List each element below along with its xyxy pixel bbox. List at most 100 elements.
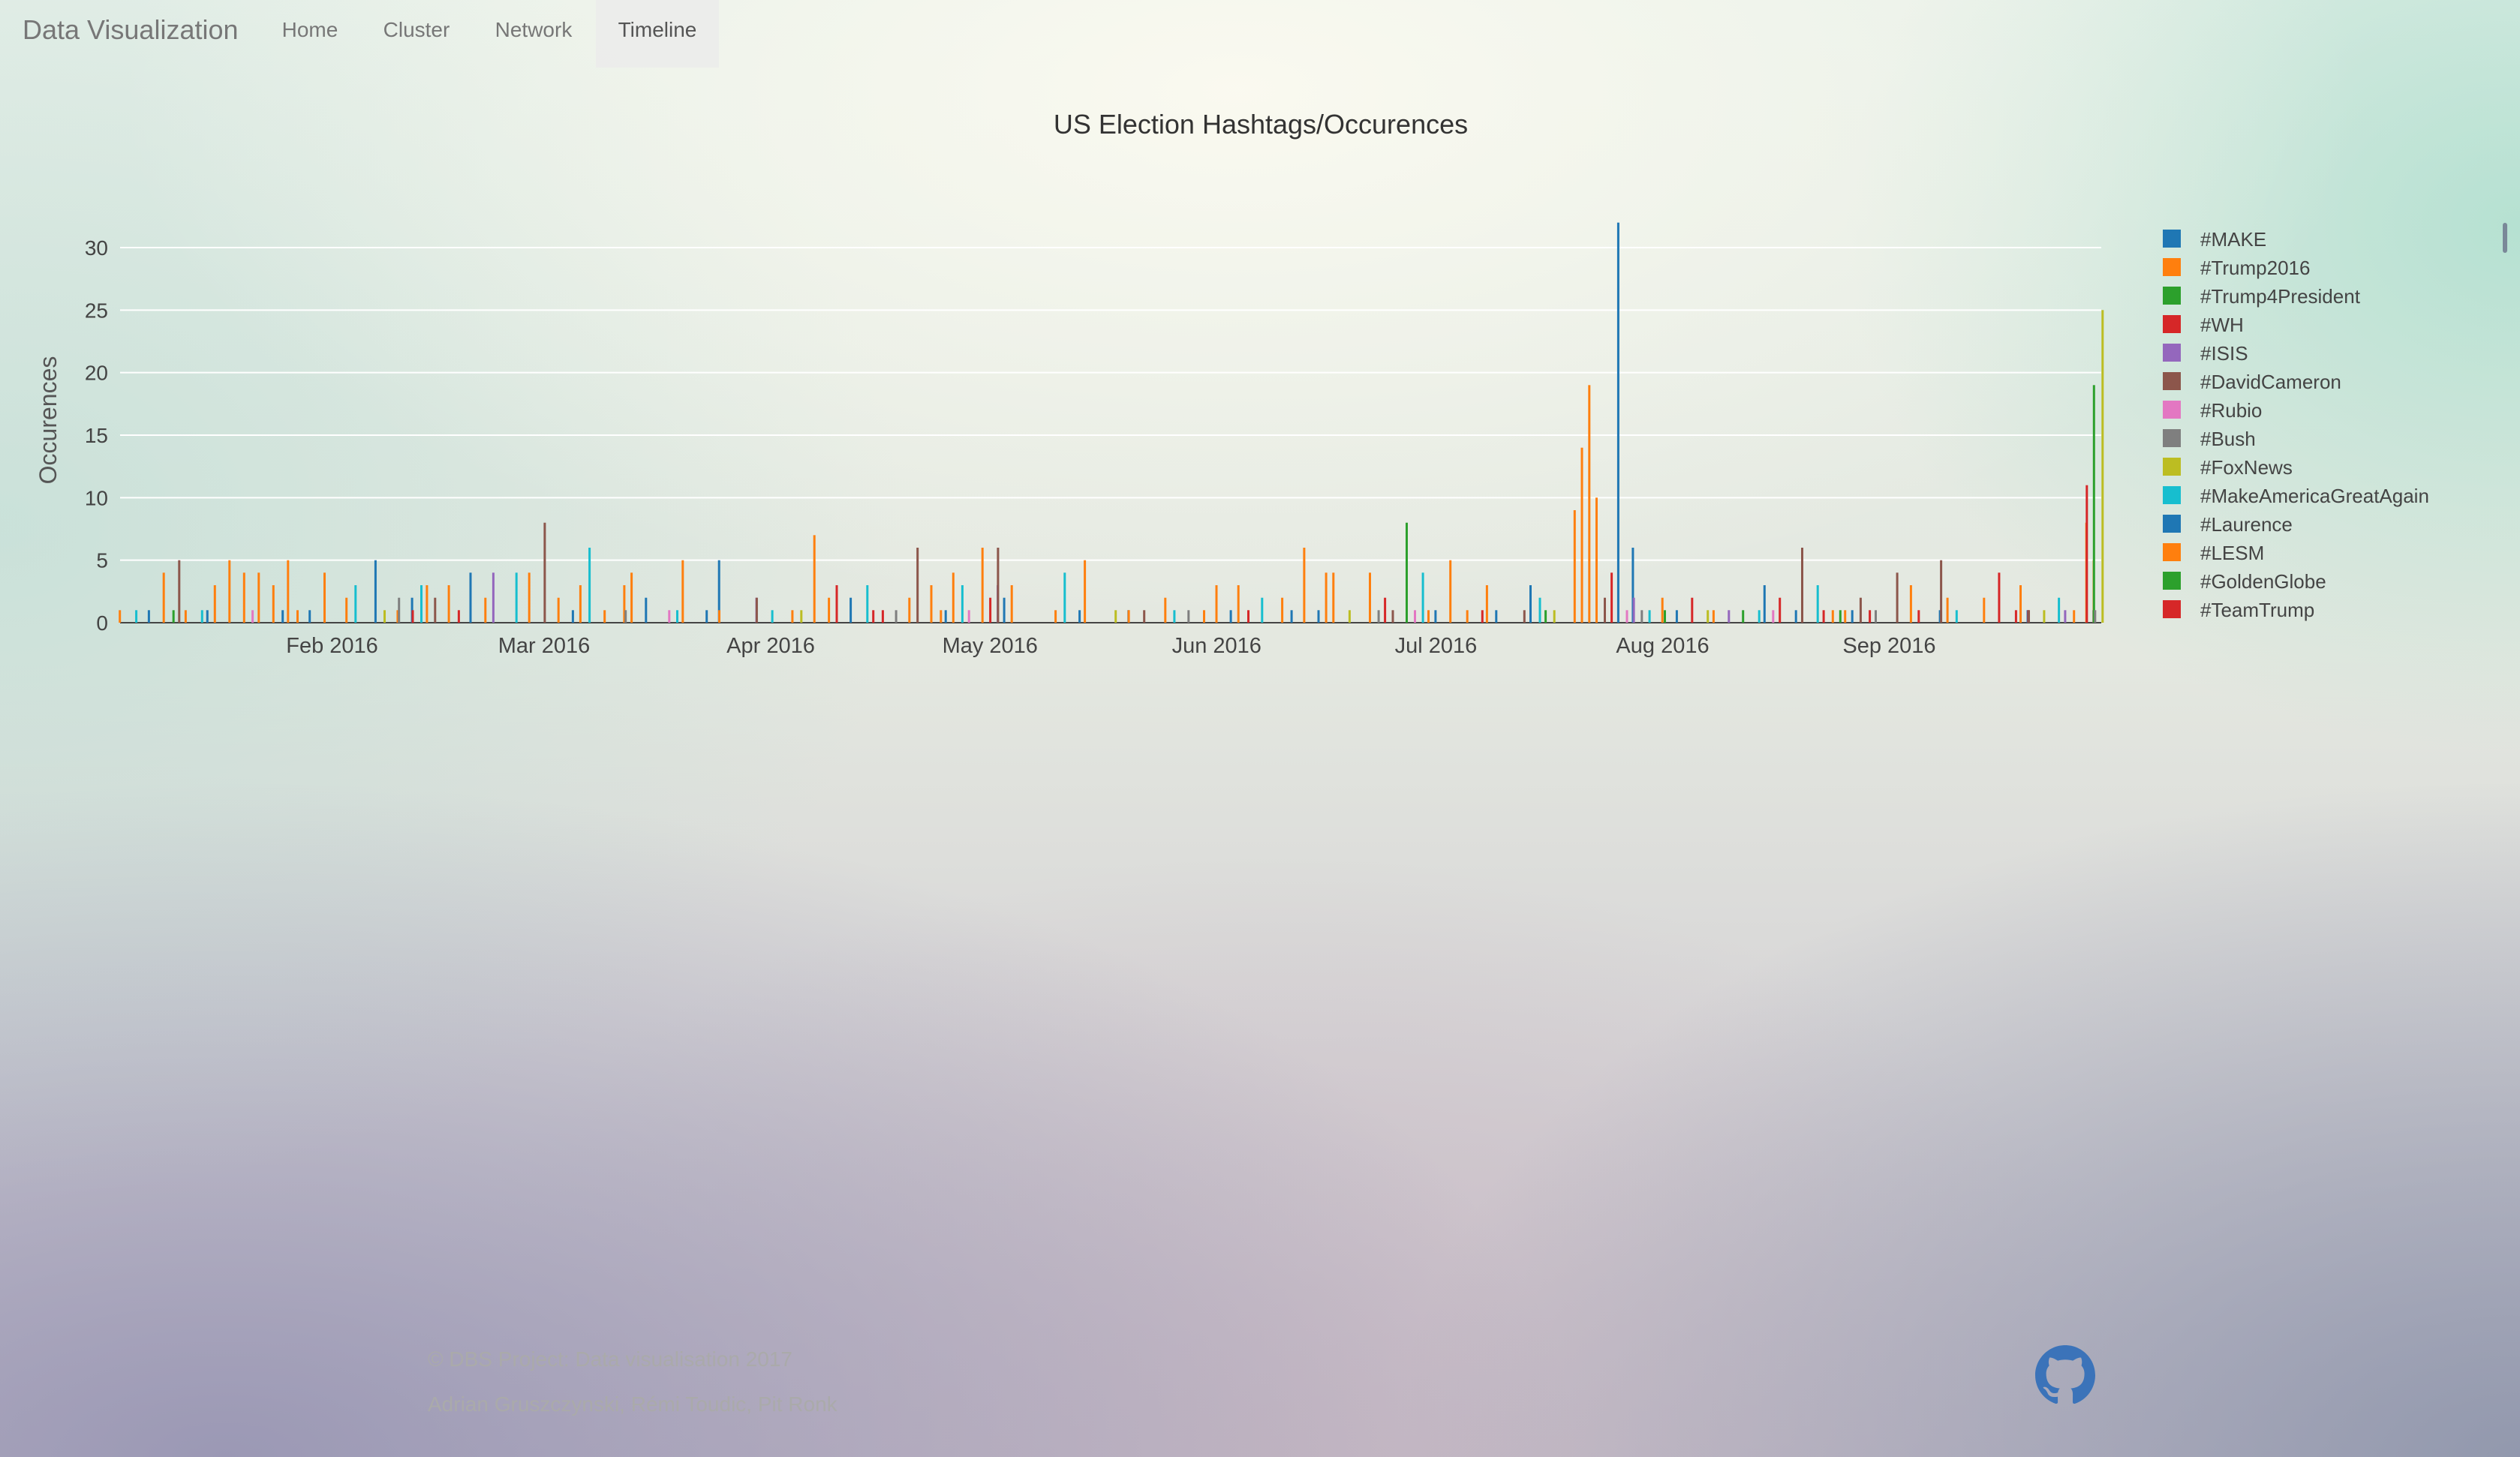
bar[interactable] — [676, 610, 678, 623]
bar[interactable] — [1054, 610, 1057, 623]
bar[interactable] — [1844, 610, 1847, 623]
bar[interactable] — [1648, 610, 1651, 623]
bar[interactable] — [961, 585, 964, 623]
bar[interactable] — [1348, 610, 1351, 623]
bar[interactable] — [1164, 597, 1167, 623]
bar[interactable] — [1707, 610, 1710, 623]
bar[interactable] — [308, 610, 311, 623]
bar[interactable] — [952, 572, 955, 623]
bar[interactable] — [2094, 610, 2097, 623]
bar[interactable] — [1616, 222, 1619, 623]
bar[interactable] — [396, 610, 399, 623]
bar[interactable] — [1580, 447, 1583, 623]
bar[interactable] — [1801, 548, 1803, 623]
legend-item[interactable]: #Laurence — [2163, 513, 2293, 536]
bar[interactable] — [2073, 610, 2076, 623]
bar[interactable] — [251, 610, 254, 623]
bar[interactable] — [1466, 610, 1469, 623]
bar[interactable] — [645, 597, 648, 623]
bar[interactable] — [681, 560, 684, 623]
bar[interactable] — [1317, 610, 1320, 623]
bar[interactable] — [1481, 610, 1484, 623]
bar[interactable] — [1391, 610, 1394, 623]
bar[interactable] — [1229, 610, 1232, 623]
bar[interactable] — [257, 572, 260, 623]
bar[interactable] — [1384, 597, 1387, 623]
bar[interactable] — [981, 548, 984, 623]
bar[interactable] — [771, 610, 774, 623]
bar[interactable] — [228, 560, 231, 623]
bar[interactable] — [1325, 572, 1328, 623]
bar[interactable] — [1909, 585, 1912, 623]
bar[interactable] — [374, 560, 377, 623]
bar[interactable] — [447, 585, 450, 623]
legend-item[interactable]: #GoldenGlobe — [2163, 570, 2326, 593]
bar[interactable] — [2101, 310, 2104, 623]
bar[interactable] — [1946, 597, 1949, 623]
bar[interactable] — [791, 610, 794, 623]
bar[interactable] — [1369, 572, 1371, 623]
bar[interactable] — [469, 572, 472, 623]
bar[interactable] — [178, 560, 181, 623]
bar[interactable] — [411, 610, 414, 623]
bar[interactable] — [1247, 610, 1249, 623]
bar[interactable] — [323, 572, 326, 623]
bar[interactable] — [528, 572, 531, 623]
bar[interactable] — [813, 535, 816, 623]
legend-item[interactable]: #Trump4President — [2163, 285, 2361, 308]
bar[interactable] — [1078, 610, 1081, 623]
legend-item[interactable]: #TeamTrump — [2163, 599, 2314, 621]
bar[interactable] — [866, 585, 869, 623]
bar[interactable] — [705, 610, 708, 623]
bar[interactable] — [718, 610, 720, 623]
bar[interactable] — [1940, 560, 1943, 623]
bar[interactable] — [1831, 610, 1834, 623]
bar[interactable] — [1661, 597, 1664, 623]
bar[interactable] — [1640, 610, 1643, 623]
legend-item[interactable]: #Bush — [2163, 428, 2256, 450]
bar[interactable] — [828, 597, 831, 623]
bar[interactable] — [1983, 597, 1986, 623]
bar[interactable] — [1588, 385, 1591, 623]
bar[interactable] — [557, 597, 560, 623]
bars[interactable] — [119, 222, 2104, 623]
bar[interactable] — [1203, 610, 1205, 623]
bar[interactable] — [354, 585, 357, 623]
bar[interactable] — [492, 572, 495, 623]
bar[interactable] — [1303, 548, 1306, 623]
bar[interactable] — [1290, 610, 1293, 623]
bar[interactable] — [1084, 560, 1087, 623]
bar[interactable] — [1955, 610, 1958, 623]
bar[interactable] — [2092, 385, 2095, 623]
bar[interactable] — [1449, 560, 1452, 623]
bar[interactable] — [184, 610, 187, 623]
bar[interactable] — [895, 610, 898, 623]
bar[interactable] — [989, 597, 992, 623]
bar[interactable] — [1875, 610, 1877, 623]
bar[interactable] — [242, 572, 245, 623]
legend-item[interactable]: #DavidCameron — [2163, 371, 2341, 393]
bar[interactable] — [2014, 610, 2017, 623]
bar[interactable] — [908, 597, 911, 623]
bar[interactable] — [1173, 610, 1176, 623]
bar[interactable] — [1281, 597, 1284, 623]
bar[interactable] — [1261, 597, 1264, 623]
bar[interactable] — [1604, 597, 1606, 623]
bar[interactable] — [1406, 522, 1408, 623]
bar[interactable] — [1414, 610, 1416, 623]
bar[interactable] — [1063, 572, 1066, 623]
bar[interactable] — [2058, 597, 2061, 623]
bar[interactable] — [287, 560, 290, 623]
legend-scrollbar[interactable] — [2503, 223, 2507, 253]
bar[interactable] — [997, 548, 1000, 623]
bar[interactable] — [135, 610, 138, 623]
bar[interactable] — [717, 560, 720, 623]
bar[interactable] — [668, 610, 671, 623]
bar[interactable] — [1434, 610, 1437, 623]
bar[interactable] — [281, 610, 284, 623]
bar[interactable] — [213, 585, 216, 623]
bar[interactable] — [1758, 610, 1761, 623]
bar[interactable] — [1553, 610, 1556, 623]
bar[interactable] — [930, 585, 933, 623]
legend-item[interactable]: #WH — [2163, 314, 2244, 336]
